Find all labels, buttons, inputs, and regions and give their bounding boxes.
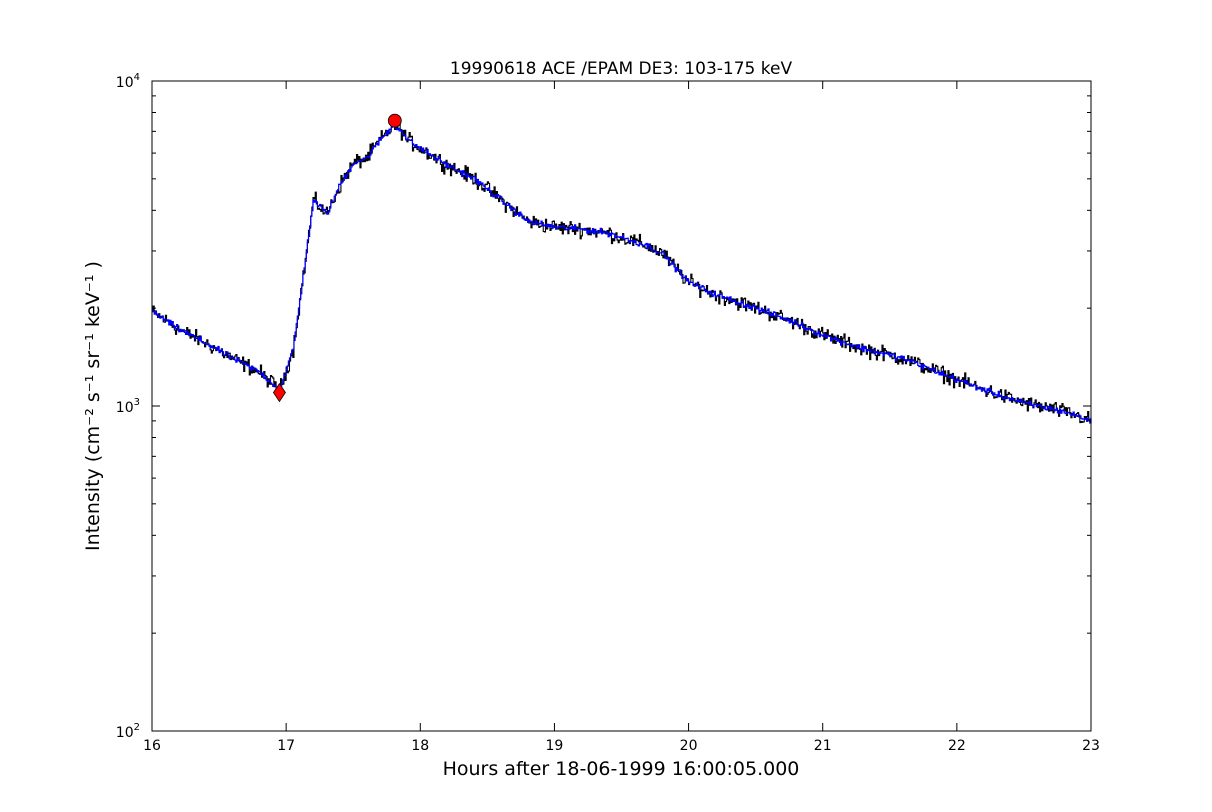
peak-circle-marker: [387, 113, 402, 128]
y-tick-label: 102: [116, 722, 140, 741]
y-tick-label-exponent: 4: [134, 72, 140, 83]
onset-diamond-marker: [272, 382, 286, 403]
x-tick-label: 16: [143, 738, 161, 754]
x-tick-label: 19: [546, 738, 564, 754]
x-tick-label: 20: [680, 738, 698, 754]
x-tick-label: 21: [814, 738, 832, 754]
x-tick-label: 22: [948, 738, 966, 754]
x-axis-label: Hours after 18-06-1999 16:00:05.000: [443, 758, 800, 780]
y-tick-label: 103: [116, 397, 140, 416]
series-line-smoothed: [152, 124, 1092, 424]
chart-title: 19990618 ACE /EPAM DE3: 103-175 keV: [450, 59, 793, 79]
y-tick-label-exponent: 3: [134, 397, 140, 408]
y-tick-label: 104: [116, 72, 140, 91]
x-tick-label: 18: [411, 738, 429, 754]
y-tick-label-exponent: 2: [134, 722, 140, 733]
y-tick-label-base: 10: [116, 725, 134, 741]
y-tick-label-base: 10: [116, 75, 134, 91]
x-tick-label: 23: [1082, 738, 1100, 754]
y-tick-label-base: 10: [116, 400, 134, 416]
x-tick-label: 17: [277, 738, 295, 754]
y-axis-label: Intensity (cm⁻² s⁻¹ sr⁻¹ keV⁻¹ ): [82, 261, 104, 551]
